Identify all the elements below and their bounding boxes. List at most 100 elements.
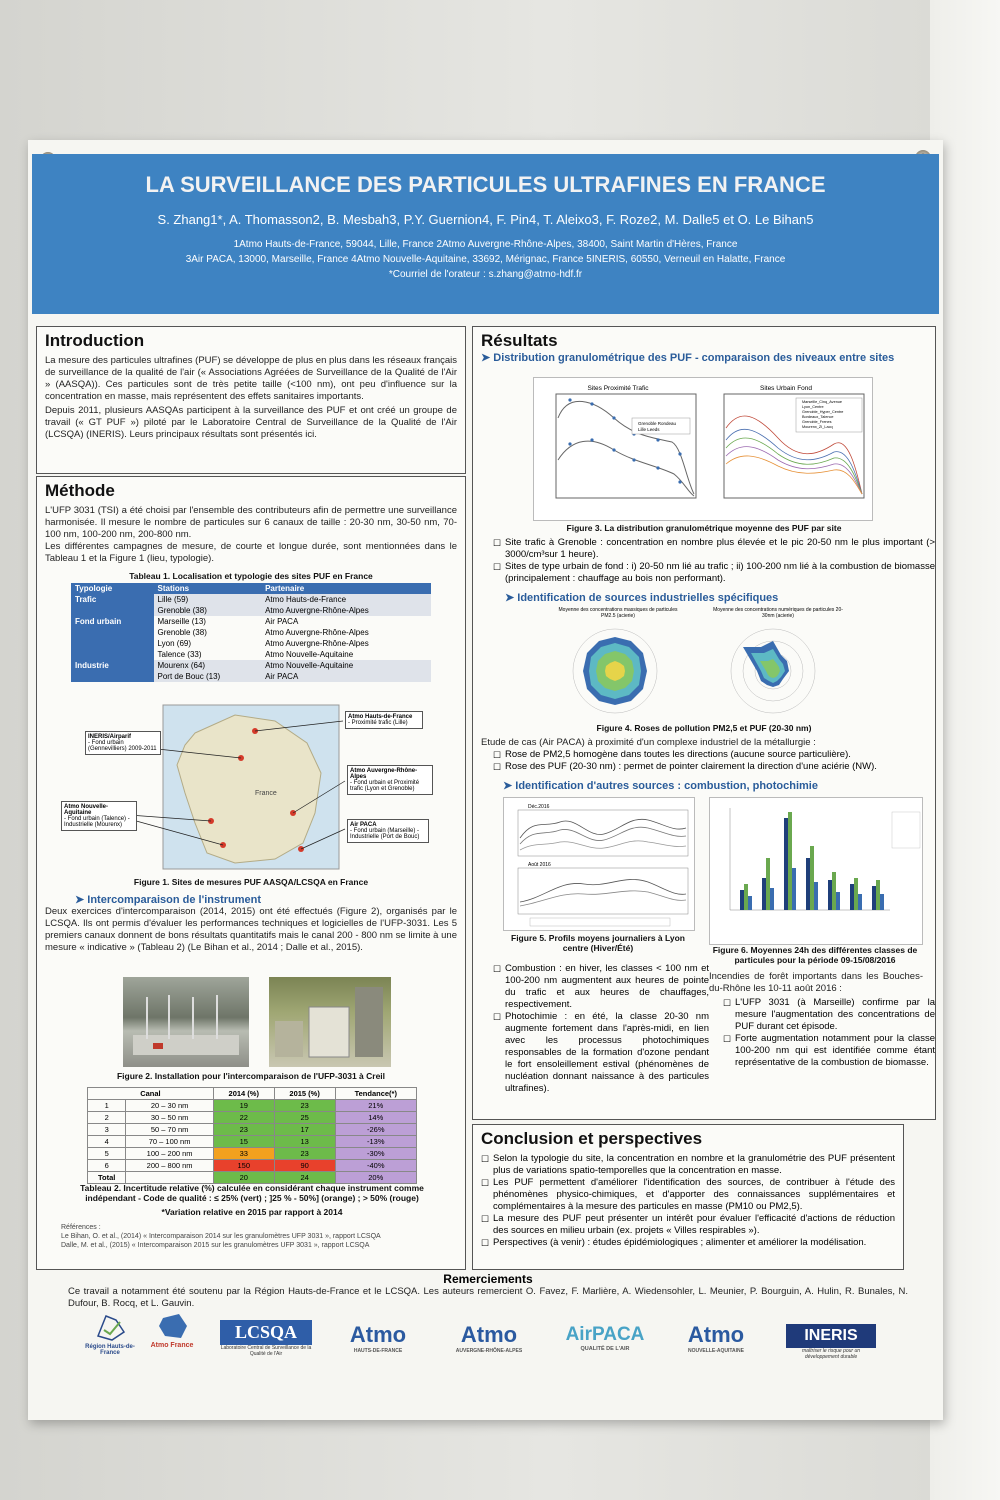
lcsqa-logo-text: LCSQA [220,1320,312,1345]
france-shape-icon [159,1314,187,1338]
table-cell: Total [86,1171,127,1184]
map-callout-title: INERIS/Airparif [88,734,132,740]
partner-cell: Air PACA [265,672,299,681]
resultats-section: Résultats ➤ Distribution granulométrique… [472,326,936,1120]
table-cell: 90 [273,1159,336,1172]
table-cell: 14% [334,1111,418,1124]
bullet-item: Selon la typologie du site, la concentra… [481,1153,895,1177]
table-cell: 2 [86,1111,127,1124]
reference-item: Dalle, M. et al., (2015) « Intercomparai… [61,1242,370,1249]
station-cell: Grenoble (38) [157,606,207,615]
map-callout-title: Atmo Nouvelle-Aquitaine [64,804,109,816]
chart-panel-label: Août 2016 [528,862,551,868]
acknowledgements-text: Ce travail a notamment été soutenu par l… [68,1286,908,1309]
table-cell: 22 [212,1111,275,1124]
bullet-item: Perspectives (à venir) : études épidémio… [481,1237,895,1249]
introduction-text: Depuis 2011, plusieurs AASQAs participen… [45,405,457,440]
table-row: 5 100 – 200 nm 33 23 -30% [86,1147,418,1160]
affiliation-line: 3Air PACA, 13000, Marseille, France 4Atm… [185,254,786,265]
map-callout: Atmo Hauts-de-France - Proximité trafic … [345,711,423,729]
table-cell: -26% [334,1123,418,1136]
legend-entry: Mourenx_ZI_Lacq [802,425,833,429]
bar-group [740,812,884,910]
map-callout-title: Atmo Hauts-de-France [348,714,413,720]
figure5-caption: Figure 5. Profils moyens journaliers à L… [511,933,685,953]
industrial-bullets: Rose de PM2,5 homogène dans toutes les d… [493,749,935,773]
typology-cell: Industrie [71,660,154,682]
table-cell: 23 [212,1123,275,1136]
table-header: Typologie [71,583,154,594]
table-cell: 4 [86,1135,127,1148]
map-callout: INERIS/Airparif - Fond urbain (Gennevill… [85,731,161,755]
lcsqa-logo: LCSQA Laboratoire Central de Surveillanc… [220,1320,312,1357]
table1-caption: Tableau 1. Localisation et typologie des… [129,571,373,581]
table-cell: 50 – 70 nm [125,1123,214,1136]
fire-text: Incendies de forêt importants dans les B… [709,971,923,994]
legend-entry: Bordeaux_Talence [802,415,833,419]
instrument-photo-drawing [133,995,239,1055]
region-logo: Région Hauts-de-France [80,1312,140,1356]
bullet-item: Sites de type urbain de fond : i) 20-50 … [493,561,935,585]
table-cell: 33 [212,1147,275,1160]
fire-bullets: L'UFP 3031 (à Marseille) confirme par la… [723,997,935,1069]
atmo-logo-region: AUVERGNE-RHÔNE-ALPES [455,1348,523,1354]
region-logo-text: Région Hauts-de-France [85,1344,135,1356]
conclusion-heading: Conclusion et perspectives [481,1129,703,1148]
table-row: Total 20 24 20% [86,1171,418,1184]
other-sources-heading-text: Identification d'autres sources : combus… [515,780,818,792]
table-row: 2 30 – 50 nm 22 25 14% [86,1111,418,1124]
ineris-logo-text: INERIS [786,1324,876,1348]
atmo-na-logo: Atmo NOUVELLE-AQUITAINE [668,1322,764,1354]
map-callout-detail: - Proximité trafic (Lille) [348,720,408,726]
map-callout: Atmo Auvergne-Rhône-Alpes - Fond urbain … [347,765,433,795]
table-header: 2014 (%) [212,1087,275,1100]
table-cell: 23 [273,1147,336,1160]
airpaca-logo-sub: QUALITÉ DE L'AIR [580,1346,630,1352]
table-cell: 21% [334,1099,418,1112]
partner-cell: Atmo Nouvelle-Aquitaine [265,661,354,670]
intercomparaison-heading-text: Intercomparaison de l'instrument [87,894,262,906]
station-cell: Port de Bouc (13) [157,672,221,681]
introduction-text: La mesure des particules ultrafines (PUF… [45,355,457,402]
ineris-logo: INERIS maîtriser le risque pour un dével… [786,1324,876,1360]
partner-cell: Atmo Auvergne-Rhône-Alpes [265,639,369,648]
table-cell: 25 [273,1111,336,1124]
table-cell: 23 [273,1099,336,1112]
rose-charts [572,628,816,714]
table-cell: 5 [86,1147,127,1160]
distribution-heading-text: Distribution granulométrique des PUF - c… [493,352,895,364]
granulometry-charts: Sites Proximité Trafic Grenoble Rondeau … [555,385,865,499]
case-study-text: Etude de cas (Air PACA) à proximité d'un… [481,737,816,748]
table-cell: 3 [86,1123,127,1136]
table-cell: 20% [334,1171,418,1184]
intercomparaison-text: Deux exercices d'intercomparaison (2014,… [45,906,457,953]
bullet-item: Rose de PM2,5 homogène dans toutes les d… [493,749,935,761]
affiliation-line: 1Atmo Hauts-de-France, 59044, Lille, Fra… [233,239,738,250]
conclusion-section: Conclusion et perspectives Selon la typo… [472,1124,904,1270]
station-cell: Marseille (13) [157,617,206,626]
sites-table: Typologie Stations Partenaire Trafic Lil… [71,583,431,682]
bullet-item: L'UFP 3031 (à Marseille) confirme par la… [723,997,935,1033]
table-header: Partenaire [261,583,431,594]
table-cell: 1 [86,1099,127,1112]
instrument-photo [123,977,249,1067]
station-cell: Lyon (69) [157,639,192,648]
typology-cell: Trafic [71,594,154,616]
table-row: 6 200 – 800 nm 150 90 -40% [86,1159,418,1172]
daily-averages-figure [709,797,923,945]
introduction-section: Introduction La mesure des particules ul… [36,326,466,474]
distribution-bullets: Site trafic à Grenoble : concentration e… [493,537,935,585]
distribution-heading: ➤ Distribution granulométrique des PUF -… [481,352,895,364]
partner-cell: Air PACA [265,617,299,626]
table-header: Tendance(*) [334,1087,418,1100]
figure1-caption: Figure 1. Sites de mesures PUF AASQA/LCS… [133,877,369,887]
conclusion-bullets: Selon la typologie du site, la concentra… [481,1153,895,1249]
atmo-logo-region: NOUVELLE-AQUITAINE [687,1348,745,1354]
table-cell: -30% [334,1147,418,1160]
reference-item: Le Bihan, O. et al., (2014) « Intercompa… [61,1233,381,1240]
acknowledgements-heading: Remerciements [443,1272,533,1286]
ineris-logo-sub: maîtriser le risque pour un développemen… [801,1348,861,1360]
atmo-logo-region: HAUTS-DE-FRANCE [353,1348,403,1354]
table-header: 2015 (%) [273,1087,336,1100]
legend-entry: Grenoble Rondeau [638,421,677,426]
